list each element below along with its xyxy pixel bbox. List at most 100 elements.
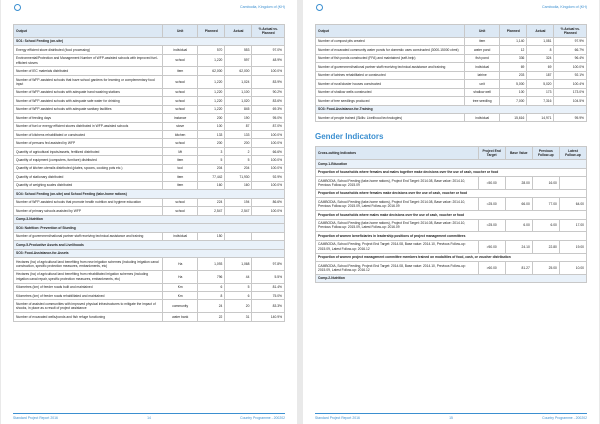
section: SO4: School Feeding (on-site) and School… [13,189,285,199]
cell: item [162,66,199,76]
column-header: Unit [464,24,501,38]
thead: Output Unit Planned Actual% Actual vs. Plan… [314,24,587,38]
cell: 15,616 [499,112,528,123]
column-header: Cross-cutting Indicators [315,146,479,161]
cell: 31 [224,312,253,322]
tbody: Number of compost pits created item 1,140 1… [314,36,587,123]
cell: 17.00 [558,218,588,233]
section-row: SO1: School Feeding (on-site) [13,36,285,47]
cell: 5,000 [499,79,528,89]
cell: 133 [197,129,226,140]
cell: 97.8% [251,257,285,271]
section: Comp.5-Productive Assets and Livelihoods [13,240,285,250]
row: CAMBODIA, School Feeding (take-home rati… [315,176,588,190]
cell: Quantity of agricultural inputs/assets, … [12,146,164,157]
tbody: Comp.1-Education Proportion of households… [315,159,588,284]
row: Number of primary schools assisted by WF… [12,206,285,216]
cell: tree seedling [464,96,501,106]
row: Number of WFP-assisted schools that have… [12,74,285,89]
indicator: Proportion of women project management c… [315,252,587,263]
cell: 7,000 [499,96,528,106]
gender-table: Cross-cutting Indicators Project End Targ… [315,146,588,284]
cell: 100.0% [251,138,285,148]
row: Hectares (ha) of agricultural land benef… [12,257,285,271]
cell: 69.3% [251,104,285,115]
cell: 796 [197,269,226,284]
row: Number of shallow wells constructed shall… [314,87,587,98]
row: Number of rural/cluster houses construct… [314,79,587,89]
logo [316,4,323,11]
cell: Number of shallow wells constructed [314,87,466,98]
cell: Number of government/national partner st… [314,62,466,72]
section-row: Comp.3-Nutrition [13,214,285,225]
cell: Energy efficient stove distributed (food… [12,45,164,55]
cell: school [162,96,199,106]
cell: 7,316 [526,96,555,106]
cell: 133 [224,129,253,140]
cell: individual [162,45,199,55]
indicator-row: Proportion of households where females a… [315,167,587,178]
cell: 1,068 [224,257,253,271]
row: Number of tree seedlings produced tree se… [314,96,587,106]
cell: 150 [197,231,226,242]
indicator-row: Proportion of women beneficiaries in lea… [315,231,587,241]
row: Number of government/national partner st… [314,62,587,72]
cell: 224 [197,197,226,208]
row: Number of fuel or energy efficient stove… [12,121,285,132]
cell: school [162,138,199,148]
cell: 97.9% [553,36,587,47]
cell: 25.00 [531,261,560,275]
cell: 100.0% [251,180,285,191]
cell: 1,220 [197,96,226,106]
row: CAMBODIA, School Feeding, Project End Ta… [315,261,588,275]
cell: school [162,197,199,208]
footer-right: Country Programme - 200202 [542,416,587,420]
footer-right: Country Programme - 200202 [240,416,285,420]
cell: 203 [499,70,528,81]
cell: 204 [197,163,226,174]
row: Kilometres (km) of feeder roads rehabili… [12,290,285,301]
output-table: Output Unit Planned Actual% Actual vs. Plan… [12,24,285,322]
cell: 8 [197,290,226,301]
cell: 194 [224,197,253,208]
cell: tool [162,163,199,174]
indicator-row: Proportion of women project management c… [315,252,587,263]
cell: 100 [499,87,528,98]
column-header: Actual [224,24,253,38]
cell: 5 [197,155,226,165]
header-row: Output Unit Planned Actual% Actual vs. Plan… [12,24,285,38]
cell: Quantity of kitchen utensils distributed… [12,163,164,174]
cell: item [162,155,199,165]
column-header: Unit [162,24,199,38]
row: CAMBODIA, School Feeding, Project End Ta… [315,239,588,254]
cell: Quantity of weighing scales distributed [12,180,164,191]
cell: Km [162,282,199,293]
cell: Kilometres (km) of feeder roads built an… [12,282,164,293]
section-row: Comp.5-Productive Assets and Livelihoods [13,240,285,250]
cell: 69 [499,62,528,72]
cell: school [162,53,199,68]
cell: instance [162,113,199,123]
page-left: Cambodia, Kingdom of (KH) Output Unit Plan… [1,0,297,424]
column-header: Actual [526,24,555,38]
section: Comp.3-Nutrition [13,214,285,225]
cell: 28.00 [504,176,533,190]
row: Number of kitchens rehabilitated or cons… [12,129,285,140]
row: Quantity of weighing scales distributed i… [12,180,285,191]
cell: 8 [526,45,555,55]
row: Number of WFP-assisted schools with adeq… [12,104,285,115]
cell: 19.00 [558,239,588,254]
output-table: Output Unit Planned Actual% Actual vs. Plan… [314,24,587,123]
cell: 92.9% [251,172,285,182]
tbody: SO1: School Feeding (on-site) Energy effi… [12,36,285,322]
cell: 64.00 [558,197,588,212]
cell: 24 [197,299,226,314]
cell: Number of WFP-assisted schools with adeq… [12,104,164,115]
cell: 48.9% [251,53,285,68]
cell: shallow well [464,87,501,98]
cell: Number of fish ponds constructed (FFA) a… [314,53,466,64]
cell: Ha [162,269,199,284]
cell: 95.0% [251,113,285,123]
indicator: Proportion of households where females a… [315,167,587,178]
cell: 22.80 [531,239,560,254]
